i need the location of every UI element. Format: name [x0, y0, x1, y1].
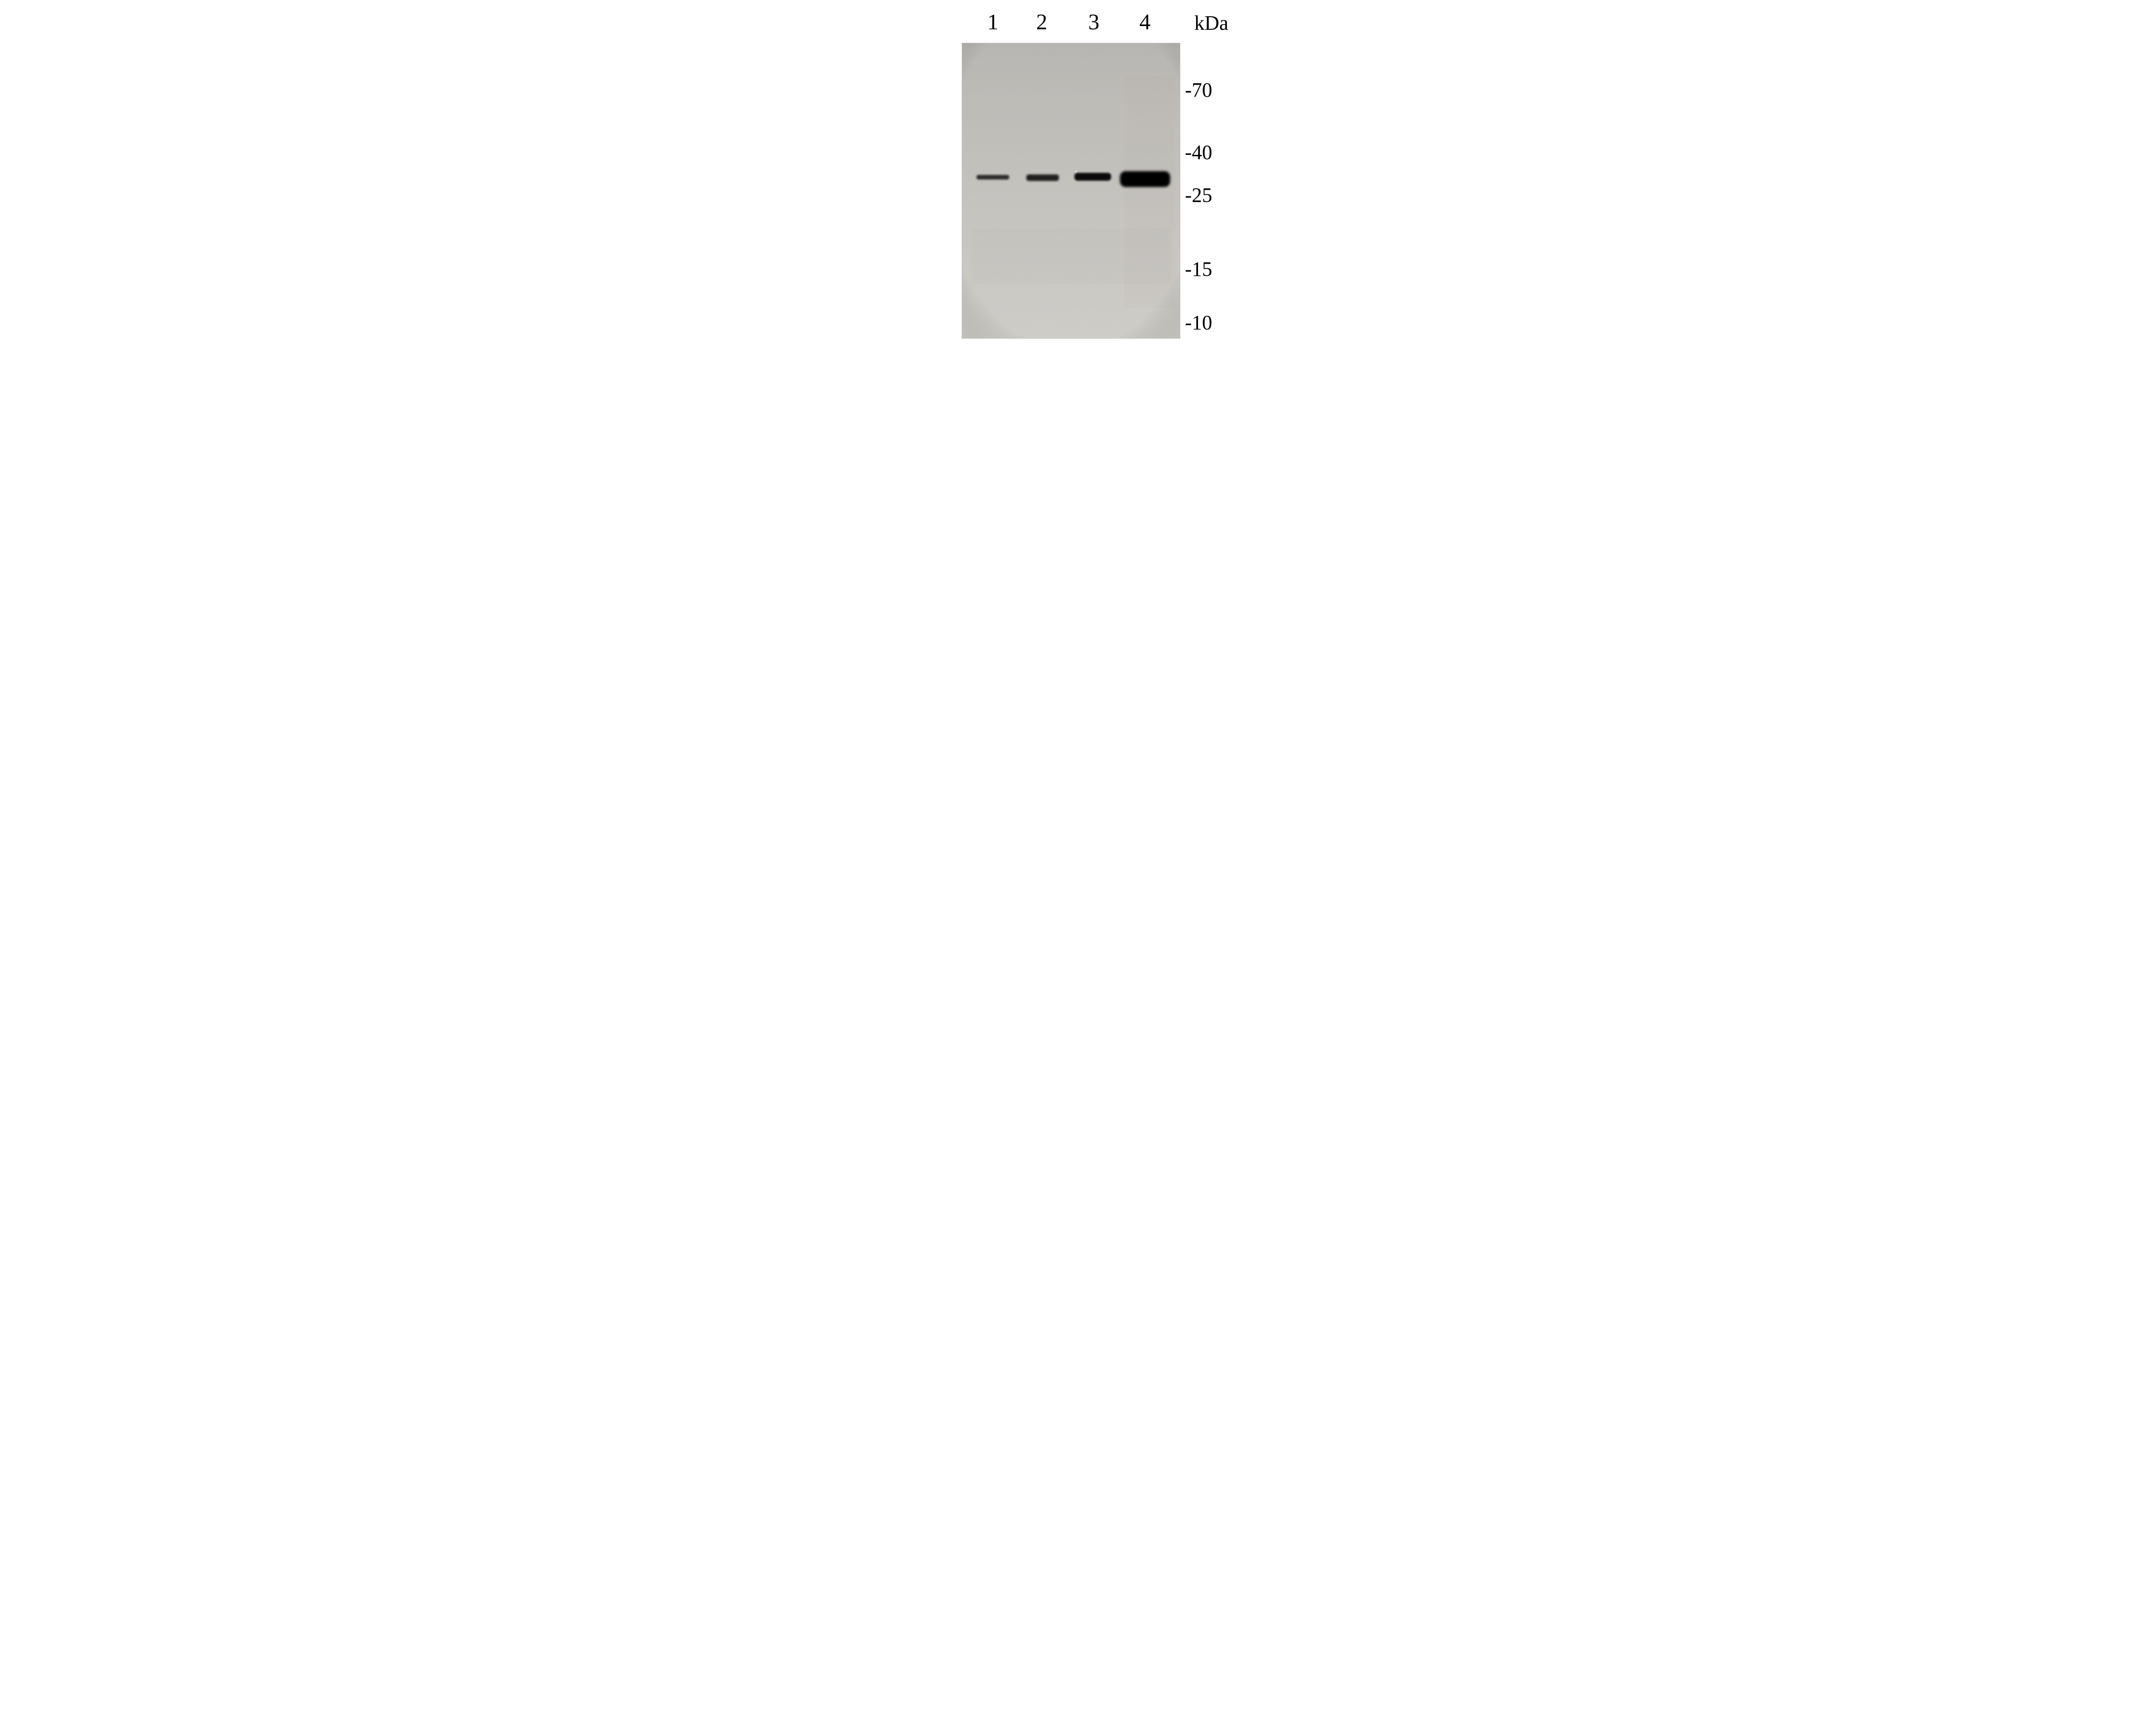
marker-70: -70 — [1185, 78, 1212, 102]
marker-prefix: - — [1185, 258, 1192, 280]
lane-label-3: 3 — [1088, 9, 1099, 35]
band-lane-3 — [1074, 173, 1111, 181]
marker-prefix: - — [1185, 79, 1192, 101]
marker-prefix: - — [1185, 311, 1192, 334]
marker-25: -25 — [1185, 183, 1212, 207]
marker-15: -15 — [1185, 257, 1212, 281]
unit-label-kda: kDa — [1194, 11, 1228, 35]
band-lane-4 — [1120, 171, 1170, 187]
western-blot-figure: 1 2 3 4 kDa — [869, 9, 1287, 344]
lane-labels-row: 1 2 3 4 kDa — [869, 9, 1287, 37]
marker-value: 40 — [1192, 141, 1212, 164]
marker-10: -10 — [1185, 311, 1212, 334]
marker-prefix: - — [1185, 184, 1192, 207]
marker-value: 70 — [1192, 79, 1212, 101]
lane-label-1: 1 — [987, 9, 998, 35]
band-lane-1 — [976, 175, 1009, 180]
membrane-background — [962, 43, 1180, 338]
marker-value: 25 — [1192, 184, 1212, 207]
marker-40: -40 — [1185, 140, 1212, 164]
marker-value: 10 — [1192, 311, 1212, 334]
band-lane-2 — [1026, 174, 1059, 181]
blot-membrane — [962, 43, 1180, 339]
lane-label-4: 4 — [1139, 9, 1151, 35]
marker-prefix: - — [1185, 141, 1192, 164]
marker-value: 15 — [1192, 258, 1212, 280]
lane-label-2: 2 — [1036, 9, 1047, 35]
